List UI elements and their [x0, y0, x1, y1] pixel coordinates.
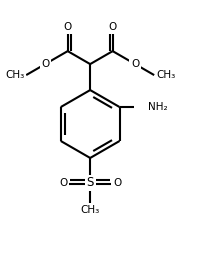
- Text: O: O: [16, 70, 24, 80]
- Text: CH₃: CH₃: [156, 70, 175, 80]
- Text: O: O: [41, 59, 49, 69]
- Text: S: S: [86, 177, 94, 189]
- Text: O: O: [64, 22, 72, 32]
- Text: O: O: [59, 178, 67, 188]
- Text: O: O: [156, 70, 164, 80]
- Text: O: O: [113, 178, 121, 188]
- Text: CH₃: CH₃: [81, 205, 100, 215]
- Text: NH₂: NH₂: [148, 102, 167, 112]
- Text: O: O: [108, 22, 117, 32]
- Text: CH₃: CH₃: [5, 70, 24, 80]
- Text: O: O: [131, 59, 139, 69]
